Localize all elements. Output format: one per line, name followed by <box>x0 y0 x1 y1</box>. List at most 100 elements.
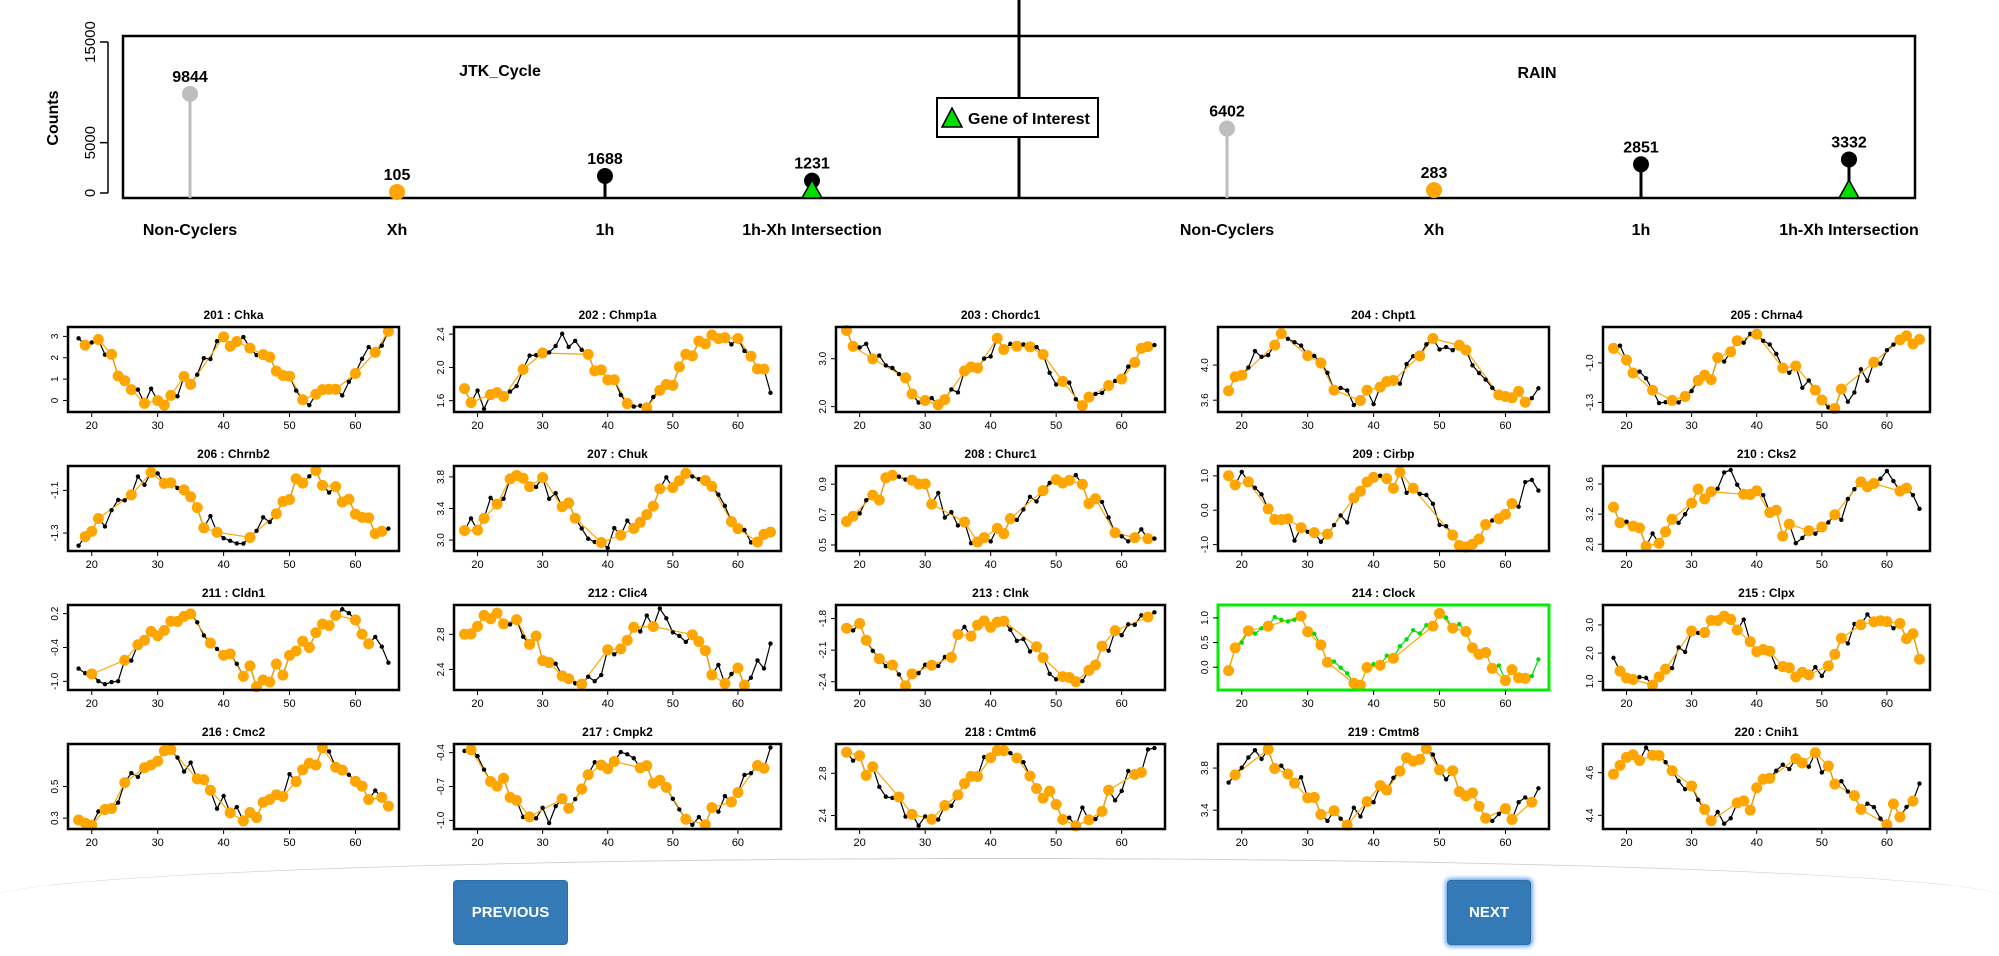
raw-point <box>631 756 636 761</box>
x-tick-label: 20 <box>1620 698 1632 710</box>
previous-button[interactable]: PREVIOUS <box>453 880 568 945</box>
y-tick-label: 2.8 <box>436 627 447 641</box>
fit-point <box>224 648 236 660</box>
fit-point <box>615 529 627 541</box>
raw-point <box>181 769 187 774</box>
raw-point <box>214 806 220 811</box>
fit-point <box>1679 390 1691 402</box>
raw-point <box>293 388 299 393</box>
raw-point <box>102 352 108 357</box>
fit-point <box>985 752 997 764</box>
raw-point <box>572 338 578 343</box>
fit-point <box>556 793 568 805</box>
fit-point <box>998 528 1010 540</box>
lollipop-value-label: 2851 <box>1623 139 1659 156</box>
raw-point <box>109 679 114 685</box>
raw-point <box>1516 504 1521 509</box>
fit-point <box>1116 373 1128 385</box>
raw-point <box>507 622 513 627</box>
expression-panel: 206 : Chrnb2 20 30 40 50 60 -1.3 -1.1 <box>50 447 401 571</box>
fit-point <box>1894 617 1906 629</box>
fit-point <box>1506 664 1518 676</box>
raw-point <box>135 474 141 479</box>
raw-point <box>1099 499 1105 505</box>
next-button[interactable]: NEXT <box>1447 880 1531 945</box>
raw-point <box>1611 655 1616 661</box>
raw-point <box>651 394 656 400</box>
raw-point <box>501 496 506 501</box>
fit-point <box>1044 785 1056 797</box>
panel-title: 210 : Cks2 <box>1737 447 1797 461</box>
fit-point <box>738 679 750 691</box>
raw-point <box>748 771 754 776</box>
panel-frame <box>66 464 401 553</box>
fit-point <box>595 364 607 376</box>
raw-point <box>1047 370 1052 376</box>
fit-point <box>1004 513 1016 525</box>
raw-point <box>1891 626 1896 631</box>
fit-point <box>1868 477 1880 489</box>
x-tick-label: 30 <box>1686 837 1698 849</box>
fit-point <box>1315 809 1327 821</box>
fit-point <box>1855 619 1867 631</box>
raw-point <box>1523 795 1528 800</box>
raw-point <box>1239 765 1244 770</box>
lollipop-value-label: 1688 <box>587 151 623 168</box>
fit-point <box>1109 625 1121 637</box>
panel-title: 217 : Cmpk2 <box>582 725 653 739</box>
raw-point <box>1404 637 1409 642</box>
raw-point <box>1865 378 1870 384</box>
fit-point <box>1790 360 1802 372</box>
fit-point <box>1647 384 1659 396</box>
fit-point <box>906 388 918 400</box>
fit-point <box>1705 815 1717 827</box>
raw-point <box>612 525 617 531</box>
fit-point <box>1751 328 1763 340</box>
fit-point <box>382 800 394 812</box>
fit-point <box>1282 513 1294 525</box>
x-tick-label: 20 <box>86 837 98 849</box>
fit-point <box>1434 607 1446 619</box>
raw-point <box>1410 627 1416 633</box>
raw-point <box>1793 540 1798 546</box>
raw-point <box>96 809 101 814</box>
fit-point <box>1031 641 1043 653</box>
lollipop-value-label: 6402 <box>1209 104 1245 121</box>
raw-point <box>579 347 584 352</box>
x-tick-label: 30 <box>1302 559 1314 571</box>
raw-point <box>135 387 141 392</box>
fit-point <box>628 621 640 633</box>
fit-point <box>667 379 679 391</box>
lollipop-point <box>182 85 198 102</box>
raw-point <box>1787 766 1792 772</box>
raw-point <box>1845 789 1851 794</box>
raw-point <box>82 671 88 676</box>
raw-point <box>1767 342 1772 347</box>
summary-x-label: 1h-Xh Intersection <box>742 222 882 239</box>
raw-point <box>1265 352 1271 358</box>
lollipop-point <box>1426 182 1442 199</box>
fit-point <box>1608 342 1620 354</box>
x-tick-label: 30 <box>1302 698 1314 710</box>
raw-point <box>340 393 345 398</box>
raw-point <box>1490 818 1495 824</box>
fit-point <box>369 346 381 358</box>
x-tick-label: 40 <box>985 420 997 432</box>
x-tick-label: 60 <box>349 559 361 571</box>
expression-panel: 205 : Chrna4 20 30 40 50 60 -1.3 -1.0 <box>1585 308 1932 432</box>
raw-point <box>1126 364 1131 369</box>
raw-point <box>135 774 141 780</box>
lollipop-value-label: 1231 <box>794 156 830 173</box>
x-tick-label: 20 <box>854 559 866 571</box>
panel-title: 208 : Churc1 <box>964 447 1036 461</box>
panel-title: 209 : Cirbp <box>1352 447 1414 461</box>
y-tick-label: -1.8 <box>818 609 829 627</box>
fit-point <box>886 469 898 481</box>
panel-frame <box>834 603 1167 692</box>
raw-point <box>1345 388 1350 393</box>
fit-point <box>1653 749 1665 761</box>
raw-point <box>716 662 721 668</box>
fit-point <box>1881 819 1893 831</box>
y-tick-label: 4.0 <box>1200 358 1211 372</box>
fit-point <box>1506 813 1518 825</box>
